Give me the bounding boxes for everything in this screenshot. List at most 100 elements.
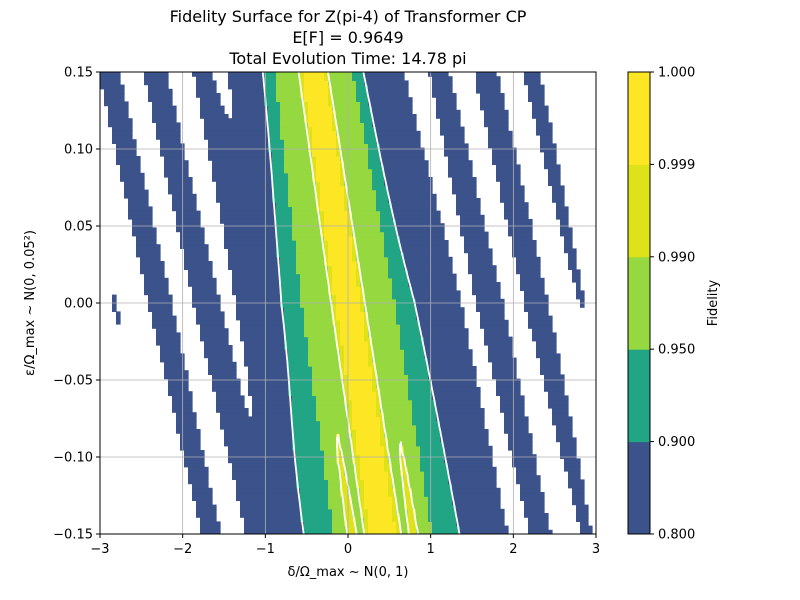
field-cell (328, 513, 333, 518)
field-cell (316, 298, 321, 304)
field-cell (384, 345, 389, 350)
field-cell (320, 332, 325, 338)
field-cell (368, 357, 373, 363)
field-cell (112, 298, 117, 304)
field-cell (388, 332, 393, 338)
field-cell (448, 437, 453, 443)
field-cell (444, 408, 449, 413)
field-cell (272, 273, 277, 279)
field-cell (500, 353, 505, 359)
field-cell (260, 311, 265, 317)
field-cell (204, 504, 209, 510)
field-cell (572, 500, 577, 506)
field-cell (512, 382, 517, 388)
field-cell (240, 324, 245, 329)
field-cell (444, 378, 449, 384)
field-cell (332, 500, 337, 506)
field-cell (392, 408, 397, 413)
field-cell (304, 483, 309, 489)
field-cell (316, 441, 321, 447)
field-cell (520, 424, 525, 430)
field-cell (440, 487, 445, 493)
field-cell (580, 298, 585, 304)
field-cell (452, 286, 457, 291)
field-cell (500, 370, 505, 375)
plot-area (99, 71, 597, 535)
field-cell (472, 496, 477, 501)
field-cell (356, 273, 361, 279)
field-cell (372, 471, 377, 476)
field-cell (268, 529, 273, 534)
field-cell (308, 391, 313, 396)
field-cell (260, 286, 265, 291)
field-cell (444, 336, 449, 342)
field-cell (264, 273, 269, 279)
field-cell (372, 353, 377, 359)
field-cell (312, 458, 317, 464)
field-cell (532, 324, 537, 329)
field-cell (376, 357, 381, 363)
field-cell (460, 391, 465, 396)
field-cell (296, 399, 301, 405)
field-cell (352, 479, 357, 485)
field-cell (420, 370, 425, 375)
field-cell (252, 466, 257, 472)
field-cell (236, 462, 241, 468)
field-cell (488, 492, 493, 497)
field-cell (436, 508, 441, 514)
field-cell (260, 475, 265, 480)
field-cell (376, 529, 381, 534)
field-cell (372, 521, 377, 527)
field-cell (332, 399, 337, 405)
field-cell (188, 277, 193, 283)
field-cell (248, 513, 253, 518)
field-cell (304, 315, 309, 321)
field-cell (352, 307, 357, 312)
field-cell (376, 479, 381, 485)
field-cell (416, 340, 421, 346)
field-cell (276, 378, 281, 384)
field-cell (348, 328, 353, 333)
field-cell (260, 517, 265, 522)
field-cell (252, 336, 257, 342)
field-cell (560, 437, 565, 443)
field-cell (264, 336, 269, 342)
field-cell (220, 420, 225, 426)
field-cell (376, 399, 381, 405)
field-cell (292, 525, 297, 531)
field-cell (476, 391, 481, 396)
field-cell (160, 286, 165, 291)
field-cell (244, 303, 249, 308)
field-cell (212, 328, 217, 333)
field-cell (152, 324, 157, 329)
field-cell (280, 324, 285, 329)
field-cell (356, 328, 361, 333)
field-cell (484, 319, 489, 325)
field-cell (312, 399, 317, 405)
field-cell (152, 273, 157, 279)
field-cell (392, 307, 397, 312)
field-cell (384, 303, 389, 308)
field-cell (392, 475, 397, 480)
field-cell (372, 508, 377, 514)
field-cell (420, 424, 425, 430)
field-cell (280, 366, 285, 371)
field-cell (240, 492, 245, 497)
field-cell (548, 319, 553, 325)
field-cell (272, 508, 277, 514)
field-cell (464, 462, 469, 468)
field-cell (276, 349, 281, 354)
field-cell (536, 294, 541, 300)
field-cell (420, 361, 425, 367)
field-cell (332, 471, 337, 476)
field-cell (368, 307, 373, 312)
field-cell (208, 500, 213, 506)
field-cell (188, 424, 193, 430)
field-cell (256, 294, 261, 300)
field-cell (200, 286, 205, 291)
field-cell (436, 374, 441, 380)
field-cell (332, 374, 337, 380)
field-cell (380, 336, 385, 342)
field-cell (340, 286, 345, 291)
field-cell (332, 437, 337, 443)
